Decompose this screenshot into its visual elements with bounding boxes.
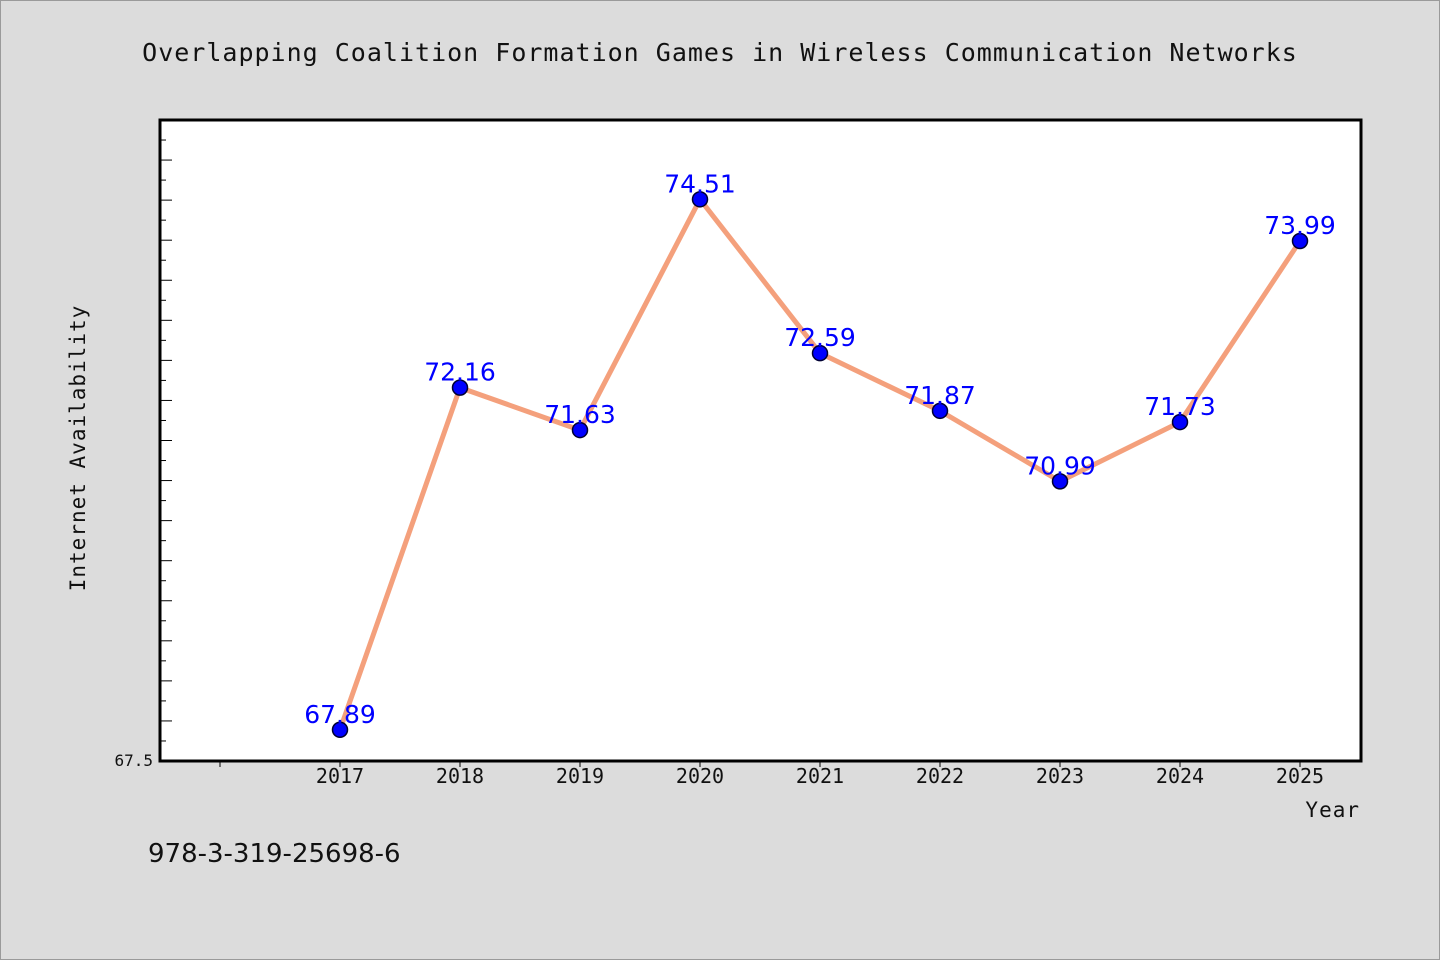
x-axis-ticks: 2017 2018 2019 2020 2021 2022 2023 2024 2025 bbox=[219, 761, 1324, 788]
data-label: 72.59 bbox=[784, 323, 856, 352]
x-tick-label: 2024 bbox=[1156, 764, 1204, 788]
data-label: 71.73 bbox=[1144, 392, 1216, 421]
x-tick-label: 2019 bbox=[556, 764, 604, 788]
data-point bbox=[811, 344, 829, 362]
data-point bbox=[931, 402, 949, 420]
chart-title: Overlapping Coalition Formation Games in… bbox=[142, 38, 1298, 67]
footer-isbn: 978-3-319-25698-6 bbox=[148, 839, 401, 869]
data-point bbox=[331, 721, 349, 739]
y-tick-label-min: 67.5 bbox=[114, 751, 153, 770]
data-label: 72.16 bbox=[424, 358, 496, 387]
data-point bbox=[1291, 232, 1309, 250]
data-label: 70.99 bbox=[1024, 451, 1096, 480]
data-point bbox=[1051, 473, 1069, 490]
x-tick-label: 2022 bbox=[916, 764, 964, 788]
y-axis-label: Internet Availability bbox=[66, 305, 90, 592]
x-axis-label: Year bbox=[1305, 798, 1360, 822]
data-point bbox=[691, 191, 709, 208]
x-tick-label: 2021 bbox=[796, 764, 844, 788]
data-label: 74.51 bbox=[664, 169, 736, 198]
data-point bbox=[451, 379, 469, 396]
x-tick-label: 2020 bbox=[676, 764, 724, 788]
data-point bbox=[1171, 413, 1189, 431]
x-tick-label: 2023 bbox=[1036, 764, 1084, 788]
data-point bbox=[571, 421, 589, 439]
plot-area bbox=[158, 118, 1363, 763]
x-tick-label: 2018 bbox=[436, 764, 484, 788]
data-label: 73.99 bbox=[1264, 211, 1336, 240]
x-tick-label: 2017 bbox=[316, 764, 364, 788]
data-label: 71.63 bbox=[544, 400, 616, 429]
data-label: 67.89 bbox=[304, 700, 376, 729]
series-layer: 67.89 72.16 71.63 74.51 72.59 71.87 70.99 71.73… bbox=[304, 169, 1336, 739]
data-label: 71.87 bbox=[904, 381, 976, 410]
x-tick-label: 2025 bbox=[1276, 764, 1324, 788]
y-axis-ticks bbox=[160, 139, 172, 742]
